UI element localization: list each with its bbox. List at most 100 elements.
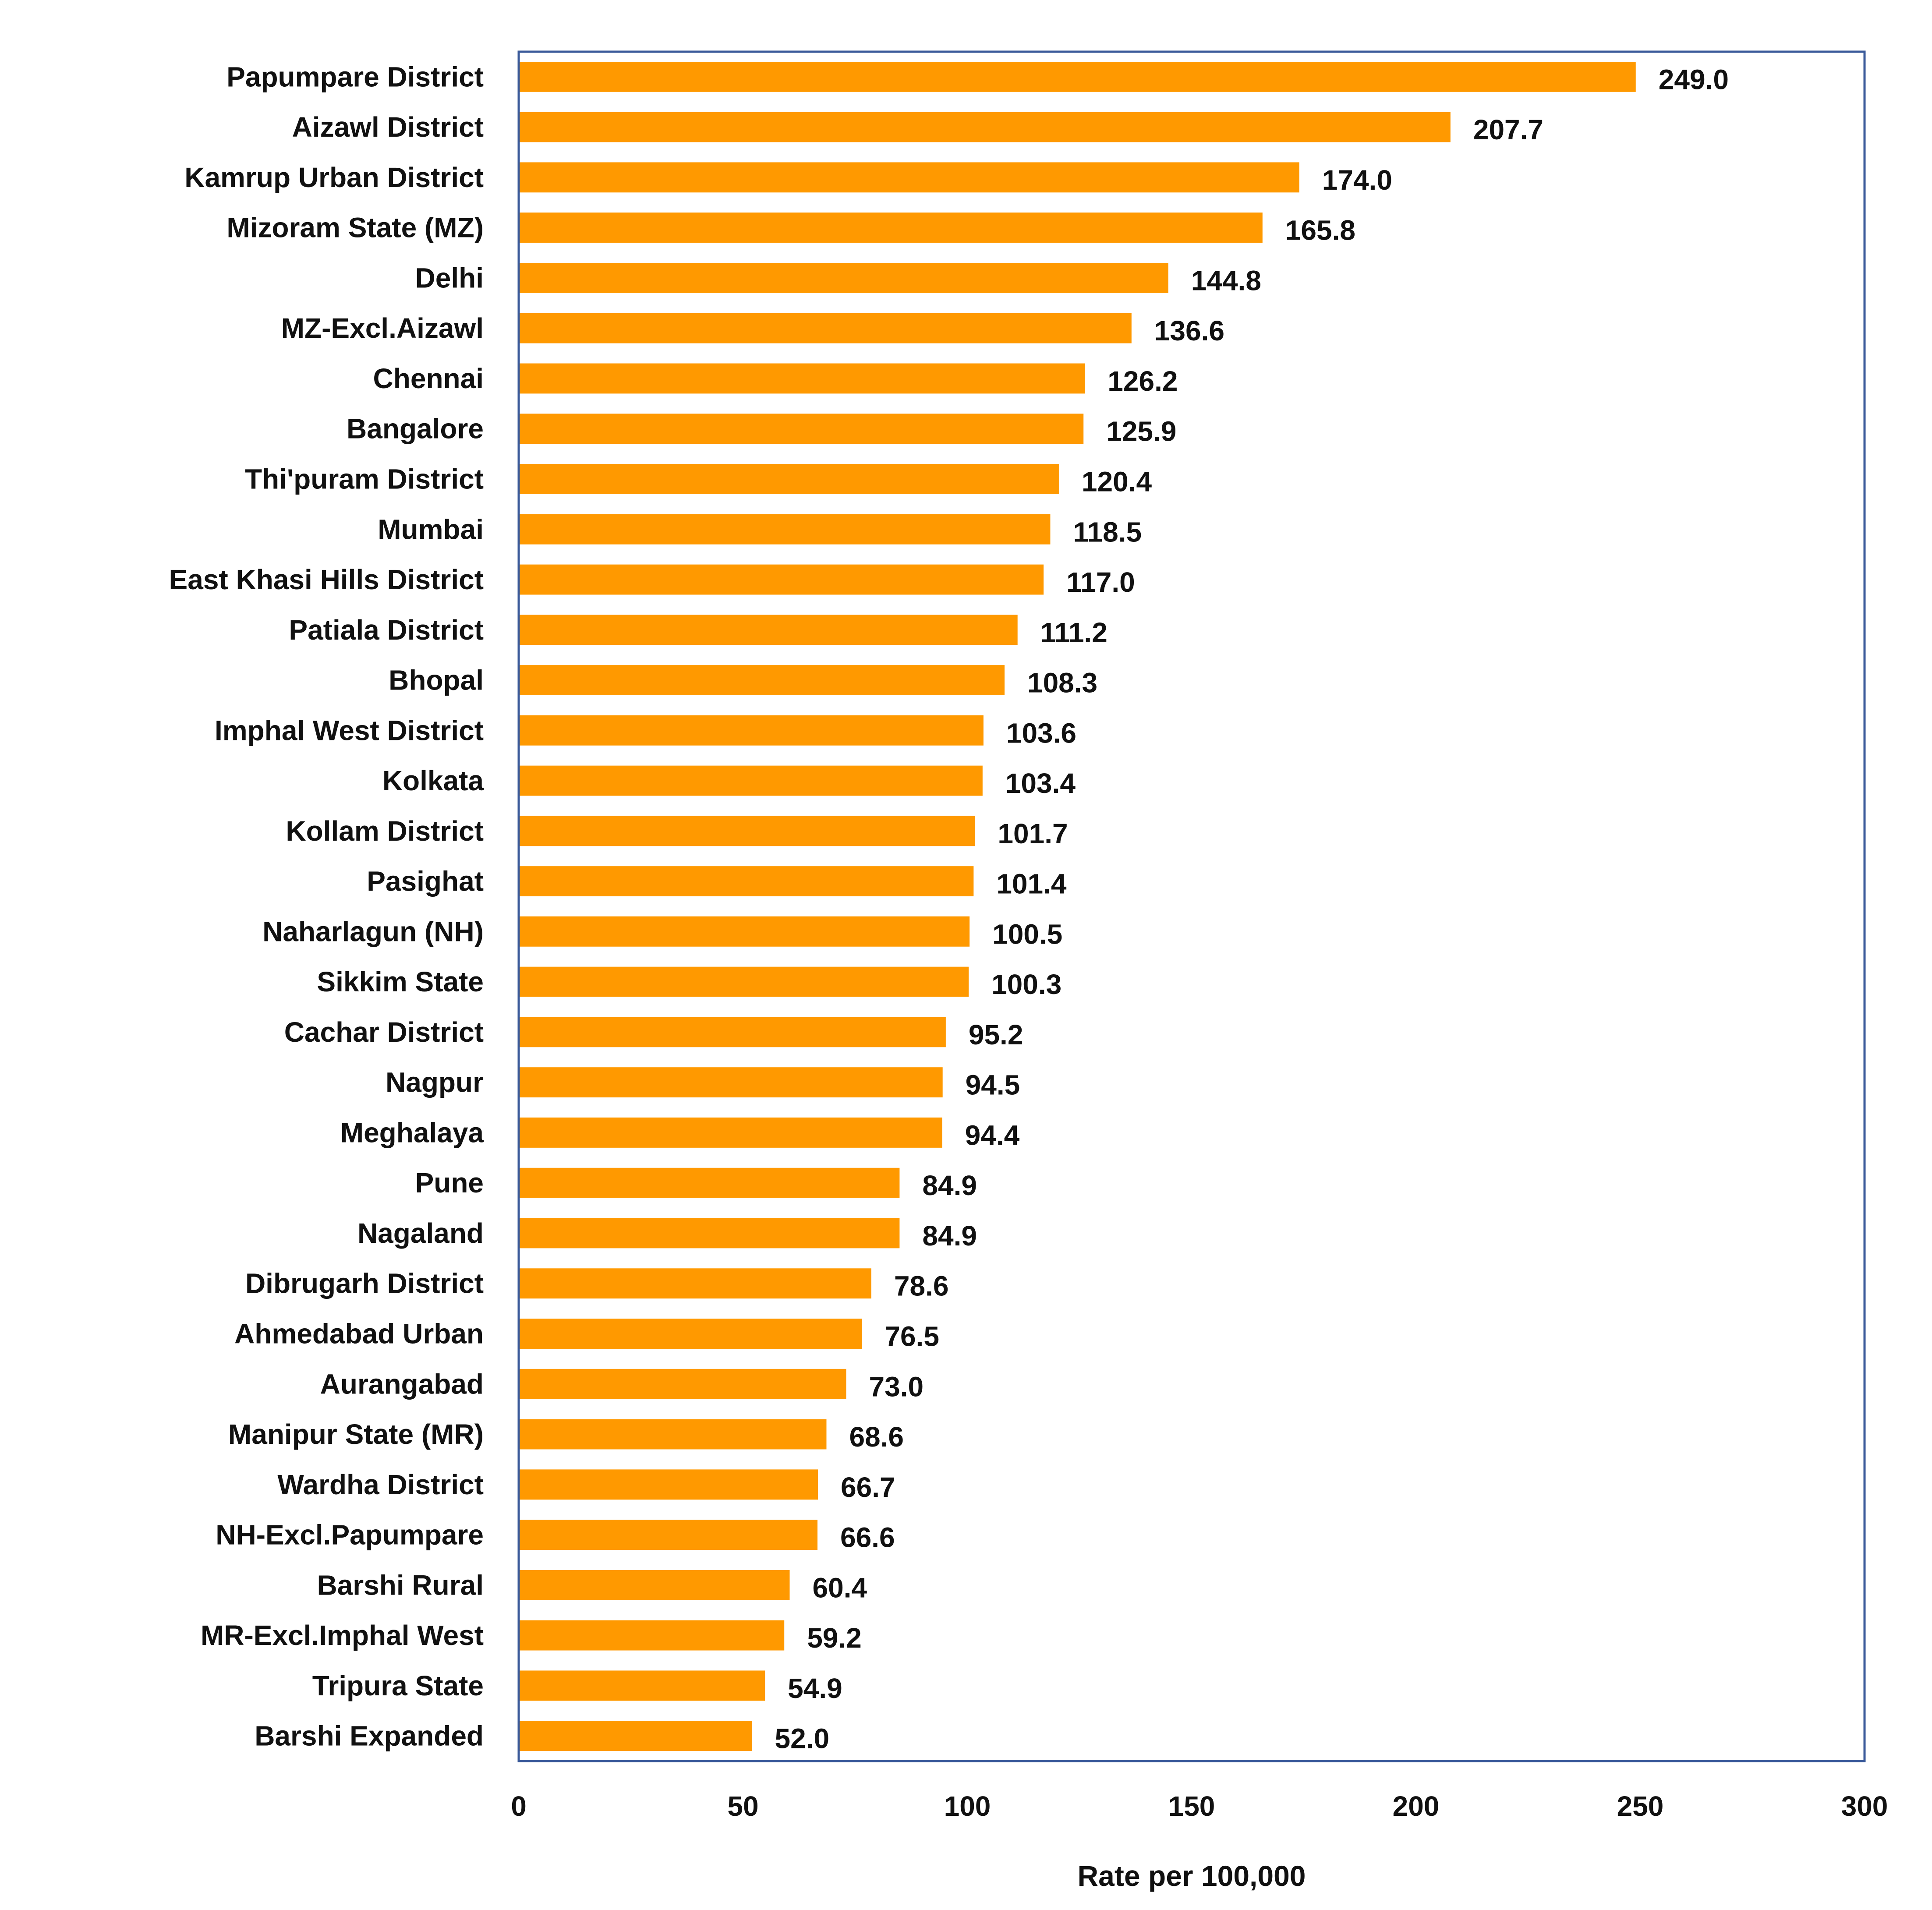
category-label: Delhi [415,262,484,294]
category-label: Naharlagun (NH) [262,916,484,947]
bar [519,514,1051,545]
category-label: Wardha District [277,1469,484,1500]
category-label: Nagaland [357,1217,484,1249]
x-tick-label: 0 [511,1790,527,1822]
value-label: 126.2 [1108,365,1178,397]
value-label: 136.6 [1154,315,1224,347]
x-tick-label: 200 [1393,1790,1440,1822]
value-labels-group: 249.0 207.7 174.0 165.8 144.8 136.6 126.2 125.9… [775,64,1728,1754]
bar [519,765,983,796]
value-label: 103.4 [1005,768,1076,799]
bar [519,866,974,897]
bar [519,1570,790,1600]
bar [519,61,1636,92]
bar [519,1319,862,1349]
value-label: 103.6 [1006,717,1076,749]
x-tick-label: 150 [1168,1790,1215,1822]
value-label: 73.0 [869,1371,924,1402]
value-label: 94.5 [966,1069,1020,1101]
category-label: Mumbai [378,513,484,545]
category-label: NH-Excl.Papumpare [216,1519,484,1551]
category-label: Bhopal [389,665,484,696]
value-label: 54.9 [788,1673,842,1704]
category-label: Pasighat [367,866,484,897]
value-label: 66.7 [841,1471,895,1503]
value-label: 52.0 [775,1723,829,1754]
value-label: 84.9 [922,1170,977,1201]
value-label: 207.7 [1473,114,1543,145]
value-label: 120.4 [1082,466,1152,498]
value-label: 84.9 [922,1220,977,1252]
bar [519,112,1451,142]
category-label: Pune [415,1167,484,1199]
bar [519,212,1263,243]
category-label: Ahmedabad Urban [234,1318,484,1350]
value-label: 174.0 [1322,164,1392,196]
bar [519,1218,900,1249]
category-label: Papumpare District [226,61,484,92]
value-label: 100.3 [991,969,1062,1000]
plot-area-frame [517,50,1866,1762]
value-label: 100.5 [992,918,1062,950]
x-axis-ticks-group: 0 50 100 150 200 250 300 [511,1790,1888,1822]
bar [519,414,1084,444]
category-label: Patiala District [289,614,484,646]
bar [519,1721,752,1751]
bar [519,1520,817,1550]
bar [519,1268,871,1299]
category-label: Manipur State (MR) [228,1418,484,1450]
bar [519,263,1168,293]
x-tick-label: 250 [1617,1790,1664,1822]
value-label: 125.9 [1106,416,1176,447]
category-label: Kollam District [286,815,484,847]
value-label: 76.5 [885,1321,939,1352]
category-label: Barshi Expanded [255,1720,484,1752]
bar [519,916,970,947]
bar [519,1670,765,1701]
category-label: Nagpur [386,1067,484,1098]
bar [519,162,1299,193]
x-axis-title: Rate per 100,000 [1077,1860,1306,1892]
category-label: Mizoram State (MZ) [226,212,484,244]
category-label: Bangalore [347,413,484,445]
value-label: 94.4 [965,1119,1020,1151]
category-label: Meghalaya [340,1117,484,1148]
value-label: 68.6 [849,1421,904,1453]
value-label: 60.4 [812,1572,867,1603]
category-label: Barshi Rural [317,1569,484,1601]
bar [519,313,1132,343]
value-label: 165.8 [1285,215,1355,246]
value-label: 101.7 [998,818,1068,849]
value-label: 108.3 [1027,667,1097,699]
bar [519,1419,827,1450]
category-label: Cachar District [284,1016,484,1048]
value-label: 118.5 [1073,516,1142,548]
category-label: MR-Excl.Imphal West [201,1620,484,1651]
bar [519,1167,900,1198]
category-label: Chennai [373,363,484,394]
category-label: Aizawl District [292,111,484,143]
bar [519,564,1044,595]
category-label: Kolkata [382,765,484,796]
value-label: 111.2 [1040,617,1108,648]
bar [519,966,969,997]
value-label: 59.2 [807,1622,862,1654]
category-label: Imphal West District [215,714,484,746]
category-label: Thi'puram District [245,463,484,495]
category-label: Dibrugarh District [245,1268,484,1299]
value-label: 117.0 [1066,566,1135,598]
category-label: MZ-Excl.Aizawl [281,312,484,344]
x-tick-label: 100 [944,1790,991,1822]
bar [519,715,984,746]
bar [519,1017,946,1047]
value-label: 66.6 [840,1522,895,1553]
category-label: Kamrup Urban District [184,162,484,193]
bar [519,816,975,846]
value-label: 249.0 [1659,64,1729,95]
bar [519,363,1085,394]
value-label: 95.2 [969,1019,1023,1050]
bar [519,1620,785,1651]
category-label: Tripura State [312,1670,484,1701]
x-tick-label: 50 [727,1790,758,1822]
